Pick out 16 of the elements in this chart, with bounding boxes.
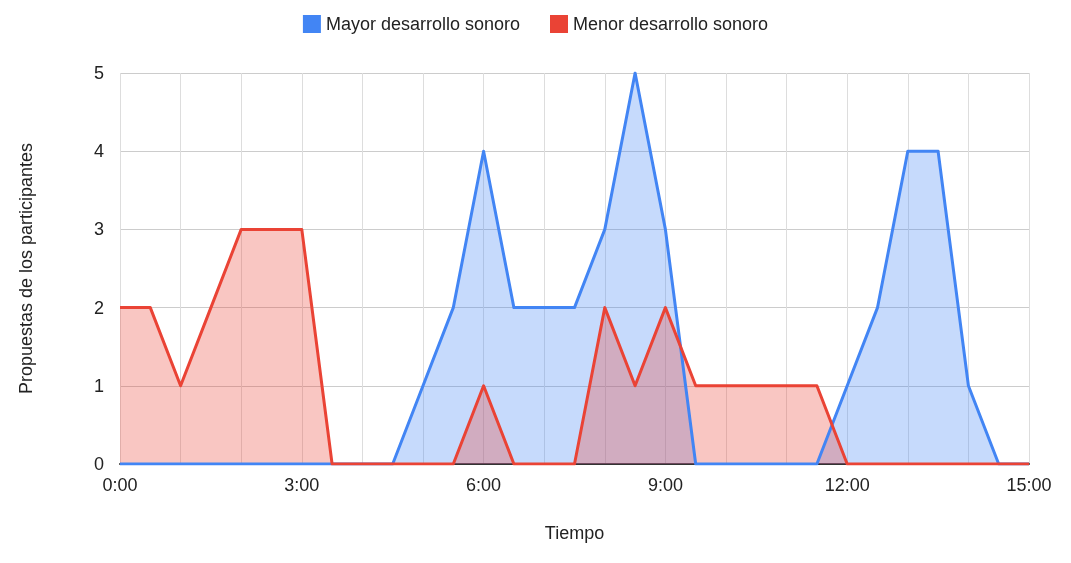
y-tick-label: 4: [93, 141, 104, 162]
x-tick-label: 9:00: [647, 475, 683, 495]
legend-label: Menor desarrollo sonoro: [572, 14, 769, 34]
x-tick-label: 0:00: [102, 475, 138, 495]
y-tick-label: 0: [93, 454, 104, 474]
x-tick-label: 12:00: [824, 475, 870, 495]
y-axis-title: Propuestas de los participantes: [16, 142, 36, 395]
x-tick-label: 6:00: [466, 475, 502, 495]
y-tick-label: 3: [93, 219, 104, 240]
x-tick-label: 15:00: [1006, 475, 1052, 495]
y-tick-label: 5: [93, 63, 104, 83]
x-tick-label: 3:00: [284, 475, 320, 495]
legend-label: Mayor desarrollo sonoro: [325, 14, 520, 34]
x-axis-title: Tiempo: [544, 523, 605, 543]
y-tick-label: 2: [93, 297, 104, 318]
y-tick-label: 1: [93, 375, 104, 396]
